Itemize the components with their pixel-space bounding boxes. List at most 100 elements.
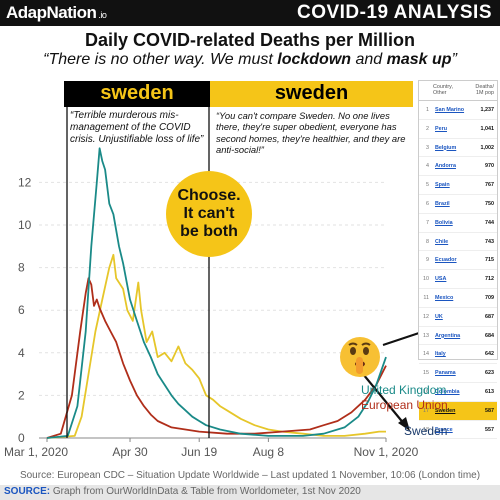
table-cell-value: 712 [485,276,494,283]
label-sweden-left: sweden [64,81,210,107]
table-row: 13 Argentina 684 [419,327,497,346]
table-header: Country, Other Deaths/1M pop [419,81,497,101]
table-cell-rank: 16 [423,388,429,395]
table-cell-rank: 12 [423,313,429,320]
table-cell-value: 1,237 [480,107,495,113]
chart-title: Daily COVID-related Deaths per Million [84,30,416,50]
table-cell-country[interactable]: Italy [435,351,446,358]
table-cell-country[interactable]: Ecuador [435,257,457,264]
table-cell-country[interactable]: San Marino [435,107,465,113]
table-row: 8 Chile 743 [419,233,497,252]
legend-united-kingdom: United Kingdom [361,383,447,397]
table-row: 16 Colombia 613 [419,383,497,402]
note-left: “Terrible murderous mis-management of th… [70,110,204,145]
table-row: 18 France 557 [419,421,497,440]
table-cell-value: 743 [485,238,494,245]
table-cell-rank: 15 [423,370,429,377]
table-cell-country[interactable]: Panama [435,370,456,377]
table-row: 2 Peru 1,041 [419,120,497,139]
table-row: 5 Spain 767 [419,176,497,195]
series-line-united-kingdom [46,147,387,439]
source-line: Source: European CDC – Situation Update … [19,470,481,481]
table-row: 6 Brazil 750 [419,195,497,214]
y-tick-label: 12 [18,175,32,189]
shush-face-icon [348,342,371,374]
table-cell-rank: 4 [426,163,429,170]
table-cell-value: 715 [485,257,494,264]
table-cell-rank: 5 [426,182,429,189]
x-axis-ticks: Mar 1, 2020 Apr 30 Jun 19 Aug 8 Nov 1, 2020 [4,445,419,459]
y-tick-label: 2 [18,388,25,402]
legend-sweden: Sweden [404,424,448,438]
table-cell-value: 1,002 [480,144,495,151]
table-cell-value: 687 [485,313,494,320]
table-cell-country[interactable]: Brazil [435,200,450,207]
table-cell-country[interactable]: Colombia [435,388,460,395]
table-cell-country[interactable]: Mexico [435,294,454,301]
y-tick-label: 6 [18,303,25,317]
y-tick-label: 4 [18,346,25,360]
y-tick-label: 0 [18,431,25,445]
table-row: 7 Bolivia 744 [419,214,497,233]
table-cell-country[interactable]: France [435,426,453,433]
table-cell-country[interactable]: Andorra [435,163,456,170]
col-deaths-header: Deaths/1M pop [475,84,494,96]
table-cell-value: 642 [485,351,494,358]
table-cell-value: 970 [485,163,494,170]
table-cell-rank: 8 [426,238,429,245]
table-cell-rank: 7 [426,219,429,226]
table-cell-rank: 11 [423,294,429,301]
x-tick-label: Mar 1, 2020 [4,445,68,459]
table-cell-country[interactable]: Chile [435,238,449,245]
x-tick-label: Nov 1, 2020 [354,445,419,459]
table-cell-rank: 2 [426,125,429,132]
table-cell-country[interactable]: Sweden [435,407,456,414]
table-cell-country[interactable]: UK [435,313,443,320]
table-cell-rank: 10 [423,276,429,283]
table-row: 1 San Marino 1,237 [419,101,497,120]
table-row: 17 Sweden 587 [419,401,497,421]
x-tick-label: Jun 19 [181,445,217,459]
table-cell-rank: 17 [423,407,429,414]
table-cell-rank: 3 [426,144,429,151]
quote: “There is no other way. We must lockdown… [43,51,457,68]
table-cell-country[interactable]: Argentina [435,332,461,339]
shush-emoji-icon [340,337,380,377]
table-cell-value: 767 [485,182,494,189]
table-row: 12 UK 687 [419,308,497,327]
y-tick-label: 10 [18,218,32,232]
label-sweden-right: sweden [210,81,413,107]
table-cell-value: 1,041 [480,125,495,132]
gridlines [39,181,387,442]
deaths-table: Country, Other Deaths/1M pop 1 San Marino 1… [418,80,498,440]
table-cell-country[interactable]: Spain [435,182,450,189]
series-lines [46,147,387,439]
table-cell-rank: 6 [426,200,429,207]
table-cell-country[interactable]: Peru [435,125,447,132]
choose-callout: Choose. It can't be both [166,171,252,257]
y-tick-label: 8 [18,261,25,275]
table-cell-country[interactable]: Belgium [435,144,457,151]
table-cell-country[interactable]: USA [435,276,447,283]
note-right: “You can't compare Sweden. No one lives … [216,110,406,156]
table-cell-value: 750 [485,200,494,207]
table-cell-country[interactable]: Bolivia [435,219,453,226]
x-tick-label: Apr 30 [112,445,148,459]
brand-logo[interactable]: AdapNation .io [6,3,107,22]
table-cell-value: 557 [485,426,494,433]
table-row: 14 Italy 642 [419,345,497,365]
arrow-to-sweden [362,373,406,426]
footer-source: SOURCE: Graph from OurWorldInData & Tabl… [4,486,361,497]
table-cell-value: 744 [485,219,494,226]
table-cell-rank: 1 [426,107,429,113]
table-cell-rank: 13 [423,332,429,339]
legend-european-union: European Union [361,398,448,412]
table-row: 15 Panama 623 [419,364,497,383]
table-row: 9 Ecuador 715 [419,251,497,271]
table-cell-value: 684 [485,332,494,339]
table-cell-rank: 18 [423,426,429,433]
table-cell-rank: 9 [426,257,429,264]
arrow-head-sweden [398,417,410,431]
